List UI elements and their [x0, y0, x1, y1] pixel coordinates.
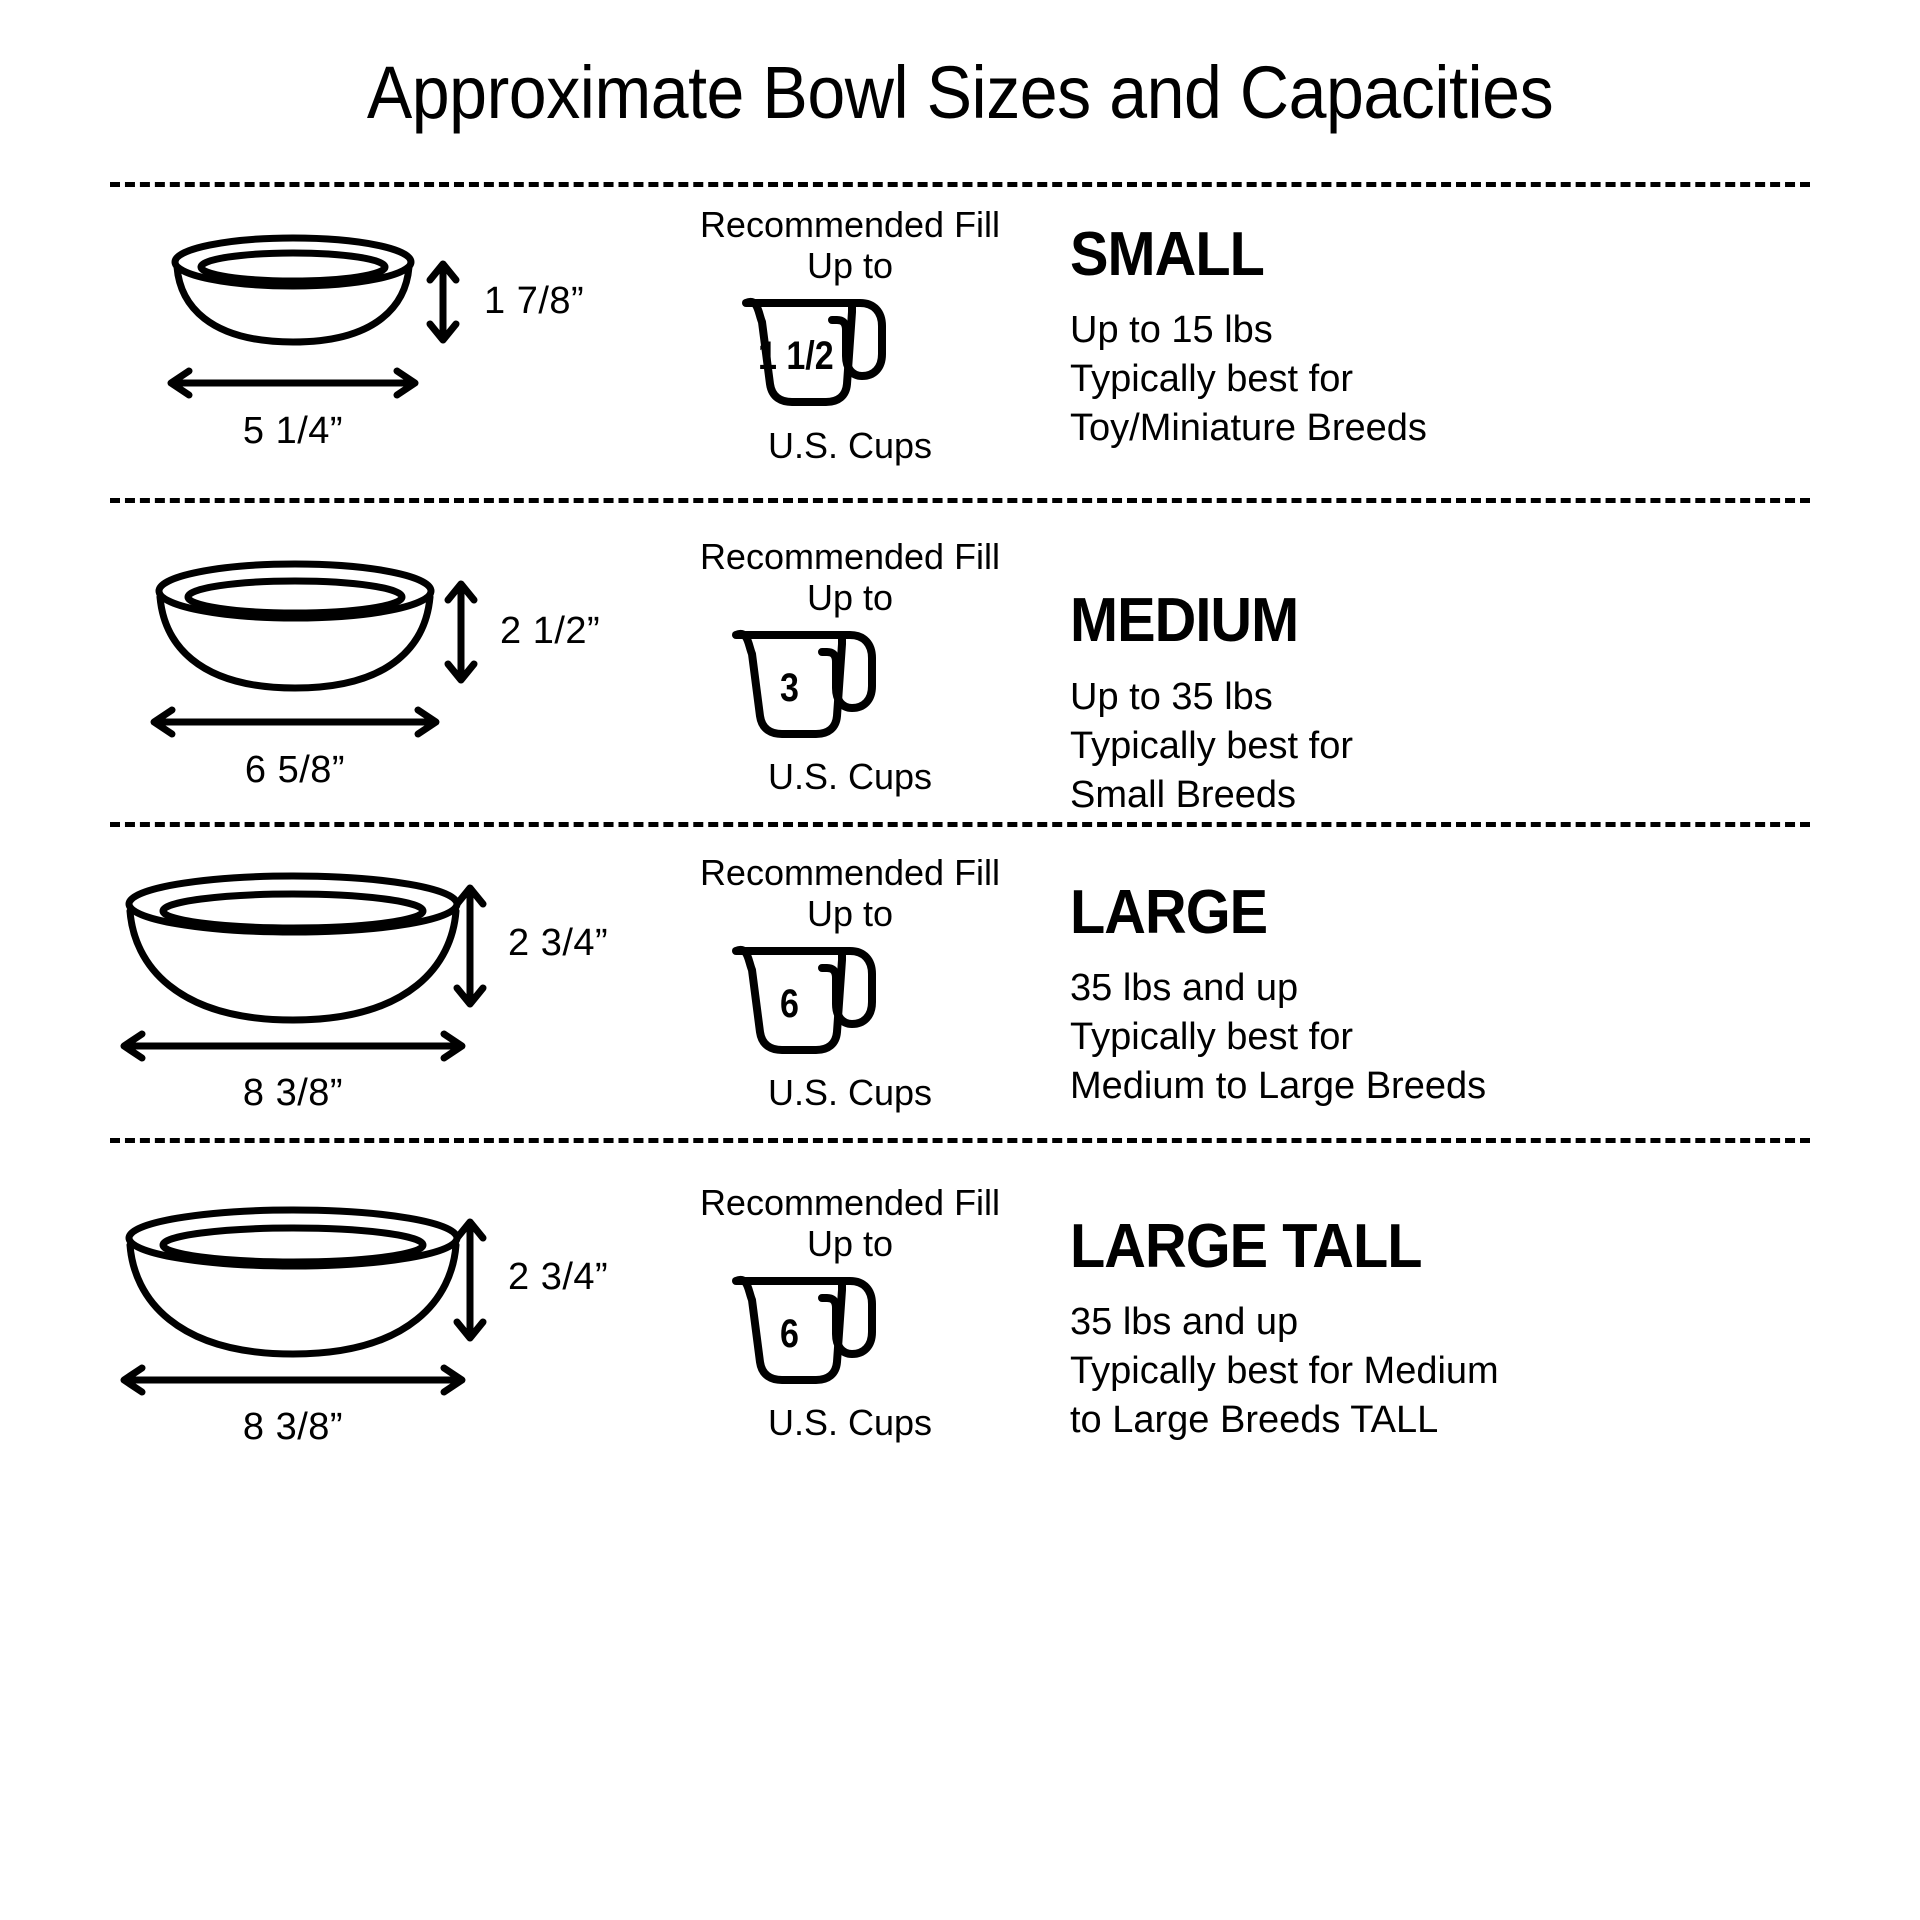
bowl-diagram-large: 2 3/4” 8 3/8”	[0, 822, 640, 1138]
width-label: 8 3/8”	[242, 1406, 344, 1448]
height-arrow	[425, 258, 461, 346]
size-info-medium: MEDIUM Up to 35 lbs Typically best for S…	[1070, 498, 1920, 822]
fill-info-small: Recommended Fill Up to 1 1/2 U.S. Cups	[640, 182, 1060, 498]
bowl-svg	[155, 560, 435, 692]
bowl-illustration	[122, 872, 464, 1048]
measuring-cup-svg	[742, 298, 886, 406]
height-label: 2 3/4”	[508, 922, 609, 964]
fill-heading-line1: Recommended Fill	[699, 852, 1001, 893]
size-description: Up to 15 lbs Typically best for Toy/Mini…	[1070, 309, 1427, 450]
measuring-cup-icon	[730, 624, 882, 744]
bowl-diagram-large-tall: 2 3/4” 8 3/8”	[0, 1138, 640, 1468]
divider-3	[110, 1138, 1810, 1143]
fill-unit-label: U.S. Cups	[767, 756, 933, 797]
measuring-cup-svg	[732, 1276, 876, 1384]
page-title: Approximate Bowl Sizes and Capacities	[366, 51, 1554, 134]
divider-top	[110, 182, 1810, 187]
fill-heading-line1: Recommended Fill	[699, 204, 1001, 245]
measuring-cup-icon	[730, 940, 882, 1060]
fill-unit-label: U.S. Cups	[767, 1402, 933, 1443]
divider-1	[110, 498, 1810, 503]
width-arrow	[118, 1030, 468, 1062]
height-label: 2 3/4”	[508, 1256, 609, 1298]
height-arrow	[452, 1216, 488, 1344]
cup-value: 1 1/2	[758, 334, 834, 378]
fill-info-large: Recommended Fill Up to 6 U.S. Cups	[640, 822, 1060, 1138]
width-arrow-svg	[120, 1364, 466, 1396]
fill-heading-line1: Recommended Fill	[699, 1182, 1001, 1223]
height-arrow	[443, 578, 479, 686]
measuring-cup-icon	[740, 292, 892, 412]
bowl-diagram-medium: 2 1/2” 6 5/8”	[0, 498, 640, 822]
width-arrow-svg	[120, 1030, 466, 1062]
fill-heading-line2: Up to	[806, 245, 894, 287]
bowl-svg	[125, 872, 461, 1024]
width-arrow	[148, 706, 442, 738]
height-label: 2 1/2”	[500, 610, 601, 652]
height-arrow-svg	[453, 884, 487, 1008]
size-info-large: LARGE 35 lbs and up Typically best for M…	[1070, 822, 1920, 1138]
size-name: LARGE	[1070, 878, 1268, 947]
width-label: 8 3/8”	[242, 1072, 344, 1114]
width-label: 5 1/4”	[242, 410, 344, 452]
fill-heading-line2: Up to	[806, 577, 894, 619]
size-description: 35 lbs and up Typically best for Medium …	[1070, 967, 1487, 1108]
width-arrow-svg	[150, 706, 440, 738]
bowl-illustration	[122, 1206, 464, 1382]
fill-heading: Recommended Fill Up to	[640, 536, 1060, 619]
fill-heading-line2: Up to	[806, 1223, 894, 1265]
size-name: MEDIUM	[1070, 586, 1299, 655]
measuring-cup-svg	[732, 630, 876, 738]
cup-value: 3	[780, 666, 799, 710]
bowl-svg	[125, 1206, 461, 1358]
bowl-row-large: 2 3/4” 8 3/8” Recommended Fill Up to	[0, 822, 1920, 1138]
height-arrow-svg	[426, 260, 460, 344]
width-arrow-svg	[167, 367, 419, 399]
cup-value: 6	[780, 1312, 799, 1356]
height-label: 1 7/8”	[484, 280, 585, 322]
measuring-cup-icon	[730, 1270, 882, 1390]
bowl-row-large-tall: 2 3/4” 8 3/8” Recommended Fill Up to	[0, 1138, 1920, 1468]
bowl-diagram-small: 1 7/8” 5 1/4”	[0, 182, 640, 498]
height-arrow-svg	[453, 1218, 487, 1342]
size-info-small: SMALL Up to 15 lbs Typically best for To…	[1070, 182, 1920, 498]
size-name: SMALL	[1070, 220, 1265, 289]
width-arrow	[118, 1364, 468, 1396]
bowl-row-medium: 2 1/2” 6 5/8” Recommended Fill Up to	[0, 498, 1920, 822]
fill-unit-label: U.S. Cups	[767, 1072, 933, 1113]
measuring-cup-svg	[732, 946, 876, 1054]
fill-heading: Recommended Fill Up to	[640, 204, 1060, 287]
size-name: LARGE TALL	[1070, 1212, 1422, 1281]
fill-heading-line2: Up to	[806, 893, 894, 935]
bowl-illustration	[152, 560, 438, 720]
fill-heading-line1: Recommended Fill	[699, 536, 1001, 577]
width-label: 6 5/8”	[244, 749, 346, 791]
fill-info-large-tall: Recommended Fill Up to 6 U.S. Cups	[640, 1138, 1060, 1468]
cup-value: 6	[780, 982, 799, 1026]
bowl-svg	[171, 234, 415, 346]
fill-unit-label: U.S. Cups	[767, 425, 933, 466]
size-info-large-tall: LARGE TALL 35 lbs and up Typically best …	[1070, 1138, 1920, 1468]
bowl-row-small: 1 7/8” 5 1/4” Recommended Fill Up to	[0, 182, 1920, 498]
size-description: Up to 35 lbs Typically best for Small Br…	[1070, 676, 1353, 817]
bowl-illustration	[168, 234, 418, 374]
height-arrow-svg	[444, 580, 478, 684]
divider-2	[110, 822, 1810, 827]
height-arrow	[452, 882, 488, 1010]
fill-heading: Recommended Fill Up to	[640, 1182, 1060, 1265]
width-arrow	[165, 367, 421, 399]
fill-heading: Recommended Fill Up to	[640, 852, 1060, 935]
fill-info-medium: Recommended Fill Up to 3 U.S. Cups	[640, 498, 1060, 822]
size-description: 35 lbs and up Typically best for Medium …	[1070, 1301, 1499, 1442]
